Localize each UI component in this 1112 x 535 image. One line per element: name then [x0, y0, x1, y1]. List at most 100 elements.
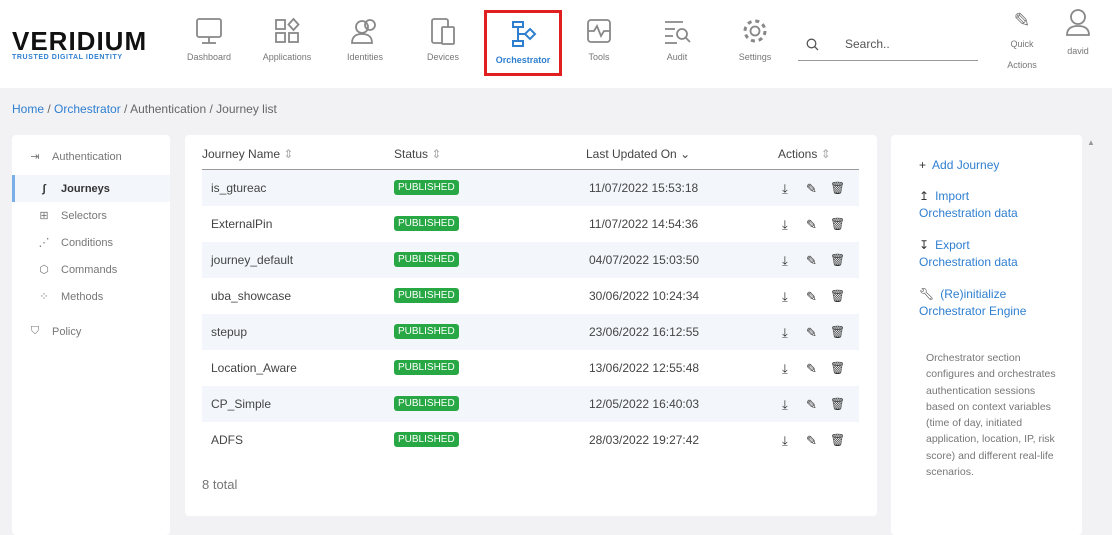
header-label: Journey Name [202, 147, 281, 161]
journey-name[interactable]: ADFS [211, 433, 244, 447]
journey-name[interactable]: CP_Simple [211, 397, 272, 411]
trash-icon[interactable]: 🗑︎ [830, 433, 846, 447]
trash-icon[interactable]: 🗑︎ [830, 253, 846, 267]
nav-label: Devices [426, 52, 459, 62]
users-icon [351, 19, 376, 44]
search-input[interactable]: Search.. [798, 30, 978, 61]
import-link[interactable]: ↥ Import Orchestration data [919, 188, 1018, 222]
status-badge: PUBLISHED [394, 216, 459, 231]
table-row[interactable]: ADFS PUBLISHED 28/03/2022 19:27:42 ⤓ ✎ 🗑… [202, 422, 859, 458]
sidebar-item-selectors[interactable]: ⊞ Selectors [12, 202, 170, 229]
column-last-updated[interactable]: Last Updated On ⌄ [586, 147, 690, 161]
user-menu[interactable]: david [1058, 8, 1098, 56]
last-updated: 13/06/2022 12:55:48 [589, 361, 700, 375]
journey-name[interactable]: uba_showcase [211, 289, 292, 303]
veridium-logo[interactable]: VERIDIUM TRUSTED DIGITAL IDENTITY [12, 26, 148, 61]
sidebar-item-conditions[interactable]: ⋰ Conditions [12, 229, 170, 256]
trash-icon[interactable]: 🗑︎ [830, 217, 846, 231]
grid-icon: ⊞ [39, 210, 49, 222]
nav-settings[interactable]: Settings [716, 10, 794, 76]
table-row[interactable]: is_gtureac PUBLISHED 11/07/2022 15:53:18… [202, 170, 859, 206]
plus-icon: + [919, 158, 927, 172]
status-badge: PUBLISHED [394, 360, 459, 375]
table-row[interactable]: ExternalPin PUBLISHED 11/07/2022 14:54:3… [202, 206, 859, 242]
sidebar-item-commands[interactable]: ⬡ Commands [12, 256, 170, 283]
monitor-icon [196, 18, 222, 44]
download-icon[interactable]: ⤓ [782, 253, 788, 268]
table-row[interactable]: stepup PUBLISHED 23/06/2022 16:12:55 ⤓ ✎… [202, 314, 859, 350]
trash-icon[interactable]: 🗑︎ [830, 181, 846, 195]
column-status[interactable]: Status ⇕ [394, 147, 441, 161]
journey-name[interactable]: stepup [211, 325, 248, 339]
download-icon[interactable]: ⤓ [782, 217, 788, 232]
nav-audit[interactable]: Audit [638, 10, 716, 76]
nav-identities[interactable]: Identities [326, 10, 404, 76]
edit-pencil-icon[interactable]: ✎ [806, 397, 817, 412]
edit-pencil-icon[interactable]: ✎ [806, 361, 817, 376]
user-icon [1066, 9, 1090, 36]
sidebar-item-methods[interactable]: ⁘ Methods [12, 283, 170, 310]
download-icon[interactable]: ⤓ [782, 289, 788, 304]
download-icon[interactable]: ⤓ [782, 433, 788, 448]
download-icon: ↧ [919, 238, 930, 252]
edit-pencil-icon[interactable]: ✎ [806, 217, 817, 232]
journey-name[interactable]: is_gtureac [211, 181, 267, 195]
journey-name[interactable]: Location_Aware [211, 361, 297, 375]
sidebar-section-policy[interactable]: ⛉ Policy [12, 318, 170, 345]
export-link[interactable]: ↧ Export Orchestration data [919, 237, 1018, 271]
table-row[interactable]: CP_Simple PUBLISHED 12/05/2022 16:40:03 … [202, 386, 859, 422]
quick-actions-button[interactable]: ✎ Quick Actions [1000, 8, 1044, 76]
flow-icon [512, 21, 537, 47]
user-name: david [1067, 46, 1089, 56]
header-label: Last Updated On [586, 147, 677, 161]
sidebar-item-label: Commands [61, 263, 118, 276]
breadcrumb-home[interactable]: Home [12, 102, 45, 116]
export-label-2: Orchestration data [919, 255, 1018, 269]
sidebar: ⇥ Authentication ∫ Journeys ⊞ Selectors ⋰ Co… [12, 135, 170, 535]
last-updated: 11/07/2022 15:53:18 [589, 181, 699, 195]
scrollbar[interactable]: ▲ [1085, 135, 1097, 522]
magic-wand-icon: ✎ [1013, 10, 1031, 32]
table-row[interactable]: uba_showcase PUBLISHED 30/06/2022 10:24:… [202, 278, 859, 314]
nav-label: Tools [588, 52, 610, 62]
download-icon[interactable]: ⤓ [782, 397, 788, 412]
breadcrumb-current: Journey list [216, 102, 277, 116]
search-icon [806, 38, 819, 51]
trash-icon[interactable]: 🗑︎ [830, 397, 846, 411]
add-journey-link[interactable]: + Add Journey [919, 157, 999, 174]
edit-pencil-icon[interactable]: ✎ [806, 325, 817, 340]
nav-applications[interactable]: Applications [248, 10, 326, 76]
tools-icon [587, 19, 611, 43]
total-count: 8 total [202, 477, 238, 492]
table-row[interactable]: journey_default PUBLISHED 04/07/2022 15:… [202, 242, 859, 278]
trash-icon[interactable]: 🗑︎ [830, 289, 846, 303]
apps-icon [275, 17, 300, 43]
trash-icon[interactable]: 🗑︎ [830, 325, 846, 339]
reinit-label-2: Orchestrator Engine [919, 304, 1027, 318]
nav-orchestrator[interactable]: Orchestrator [484, 10, 562, 76]
edit-pencil-icon[interactable]: ✎ [806, 253, 817, 268]
sidebar-item-label: Selectors [61, 209, 107, 222]
edit-pencil-icon[interactable]: ✎ [806, 433, 817, 448]
table-row[interactable]: Location_Aware PUBLISHED 13/06/2022 12:5… [202, 350, 859, 386]
sidebar-section-authentication[interactable]: ⇥ Authentication [12, 143, 170, 170]
journey-name[interactable]: journey_default [211, 253, 294, 267]
nav-devices[interactable]: Devices [404, 10, 482, 76]
reinitialize-link[interactable]: 🔧︎ (Re)initialize Orchestrator Engine [919, 286, 1026, 320]
column-journey-name[interactable]: Journey Name ⇕ [202, 147, 293, 161]
download-icon[interactable]: ⤓ [782, 181, 788, 196]
download-icon[interactable]: ⤓ [782, 325, 788, 340]
edit-pencil-icon[interactable]: ✎ [806, 181, 817, 196]
header-label: Actions [778, 147, 818, 161]
scroll-up-arrow[interactable]: ▲ [1087, 138, 1095, 147]
edit-pencil-icon[interactable]: ✎ [806, 289, 817, 304]
download-icon[interactable]: ⤓ [782, 361, 788, 376]
last-updated: 30/06/2022 10:24:34 [589, 289, 700, 303]
journey-name[interactable]: ExternalPin [211, 217, 273, 231]
breadcrumb-orchestrator[interactable]: Orchestrator [54, 102, 121, 116]
sidebar-item-journeys[interactable]: ∫ Journeys [12, 175, 170, 202]
nav-dashboard[interactable]: Dashboard [170, 10, 248, 76]
trash-icon[interactable]: 🗑︎ [830, 361, 846, 375]
nav-tools[interactable]: Tools [560, 10, 638, 76]
nav-label: Applications [262, 52, 312, 62]
